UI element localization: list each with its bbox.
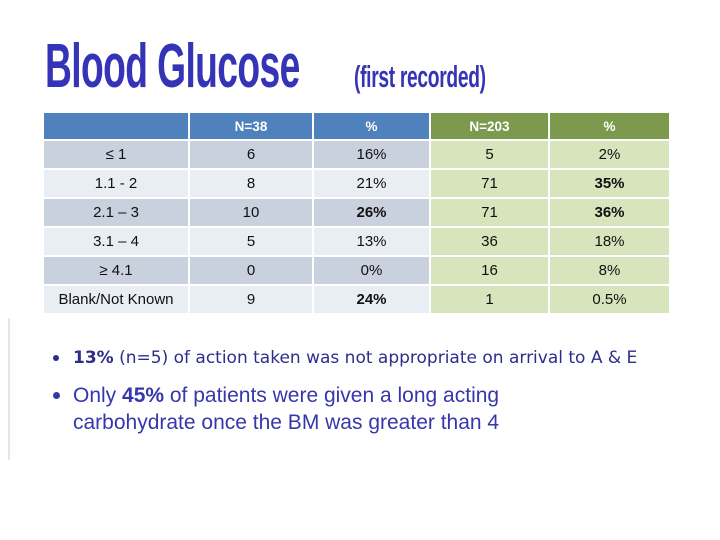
bullet-rest: (n=5) of action taken was not appropriat… [113, 348, 638, 368]
header-empty [44, 113, 188, 139]
bullet-item: Only 45% of patients were given a long a… [53, 382, 613, 436]
cell-pct203: 36% [550, 199, 669, 226]
header-n38: N=38 [190, 113, 312, 139]
cell-n38: 6 [190, 141, 312, 168]
bullet-pre: Only [73, 384, 123, 407]
header-pct38: % [314, 113, 429, 139]
bullet-dot-icon [53, 355, 59, 361]
cell-n203: 5 [431, 141, 548, 168]
title-main: Blood Glucose [45, 32, 300, 101]
bullet-bold-stat: 45% [122, 384, 165, 407]
cell-pct38: 13% [314, 228, 429, 255]
bullet-bold-stat: 13% [73, 348, 114, 368]
cell-n203: 1 [431, 286, 548, 313]
row-label: Blank/Not Known [44, 286, 188, 313]
table-header-row: N=38 % N=203 % [44, 113, 669, 139]
cell-n203: 36 [431, 228, 548, 255]
header-n203: N=203 [431, 113, 548, 139]
cell-pct38: 26% [314, 199, 429, 226]
table-row: ≥ 4.1 0 0% 16 8% [44, 257, 669, 284]
cell-n203: 71 [431, 170, 548, 197]
cell-n38: 0 [190, 257, 312, 284]
table-row: Blank/Not Known 9 24% 1 0.5% [44, 286, 669, 313]
cell-pct203: 2% [550, 141, 669, 168]
header-pct203: % [550, 113, 669, 139]
cell-pct38: 0% [314, 257, 429, 284]
slide-edge-line [8, 318, 10, 460]
table-row: 3.1 – 4 5 13% 36 18% [44, 228, 669, 255]
cell-n38: 8 [190, 170, 312, 197]
row-label: ≥ 4.1 [44, 257, 188, 284]
cell-pct203: 8% [550, 257, 669, 284]
table-row: 1.1 - 2 8 21% 71 35% [44, 170, 669, 197]
cell-n38: 9 [190, 286, 312, 313]
cell-pct203: 0.5% [550, 286, 669, 313]
page-title: Blood Glucose (first recorded) [45, 36, 567, 98]
cell-pct38: 24% [314, 286, 429, 313]
bullet-dot-icon [53, 392, 60, 399]
bullet-item: 13% (n=5) of action taken was not approp… [53, 347, 713, 369]
blood-glucose-table: N=38 % N=203 % ≤ 1 6 16% 5 2% 1.1 - 2 8 … [42, 111, 671, 315]
table-row: 2.1 – 3 10 26% 71 36% [44, 199, 669, 226]
row-label: ≤ 1 [44, 141, 188, 168]
title-suffix: (first recorded) [354, 59, 487, 94]
cell-pct38: 16% [314, 141, 429, 168]
bullet-text: 13% (n=5) of action taken was not approp… [73, 347, 637, 369]
cell-n38: 5 [190, 228, 312, 255]
bullet-post: of patients were given a long acting car… [73, 384, 500, 434]
cell-n203: 71 [431, 199, 548, 226]
row-label: 2.1 – 3 [44, 199, 188, 226]
table-row: ≤ 1 6 16% 5 2% [44, 141, 669, 168]
cell-pct203: 35% [550, 170, 669, 197]
cell-n203: 16 [431, 257, 548, 284]
bullet-text: Only 45% of patients were given a long a… [73, 382, 613, 436]
cell-pct203: 18% [550, 228, 669, 255]
row-label: 1.1 - 2 [44, 170, 188, 197]
cell-n38: 10 [190, 199, 312, 226]
row-label: 3.1 – 4 [44, 228, 188, 255]
cell-pct38: 21% [314, 170, 429, 197]
